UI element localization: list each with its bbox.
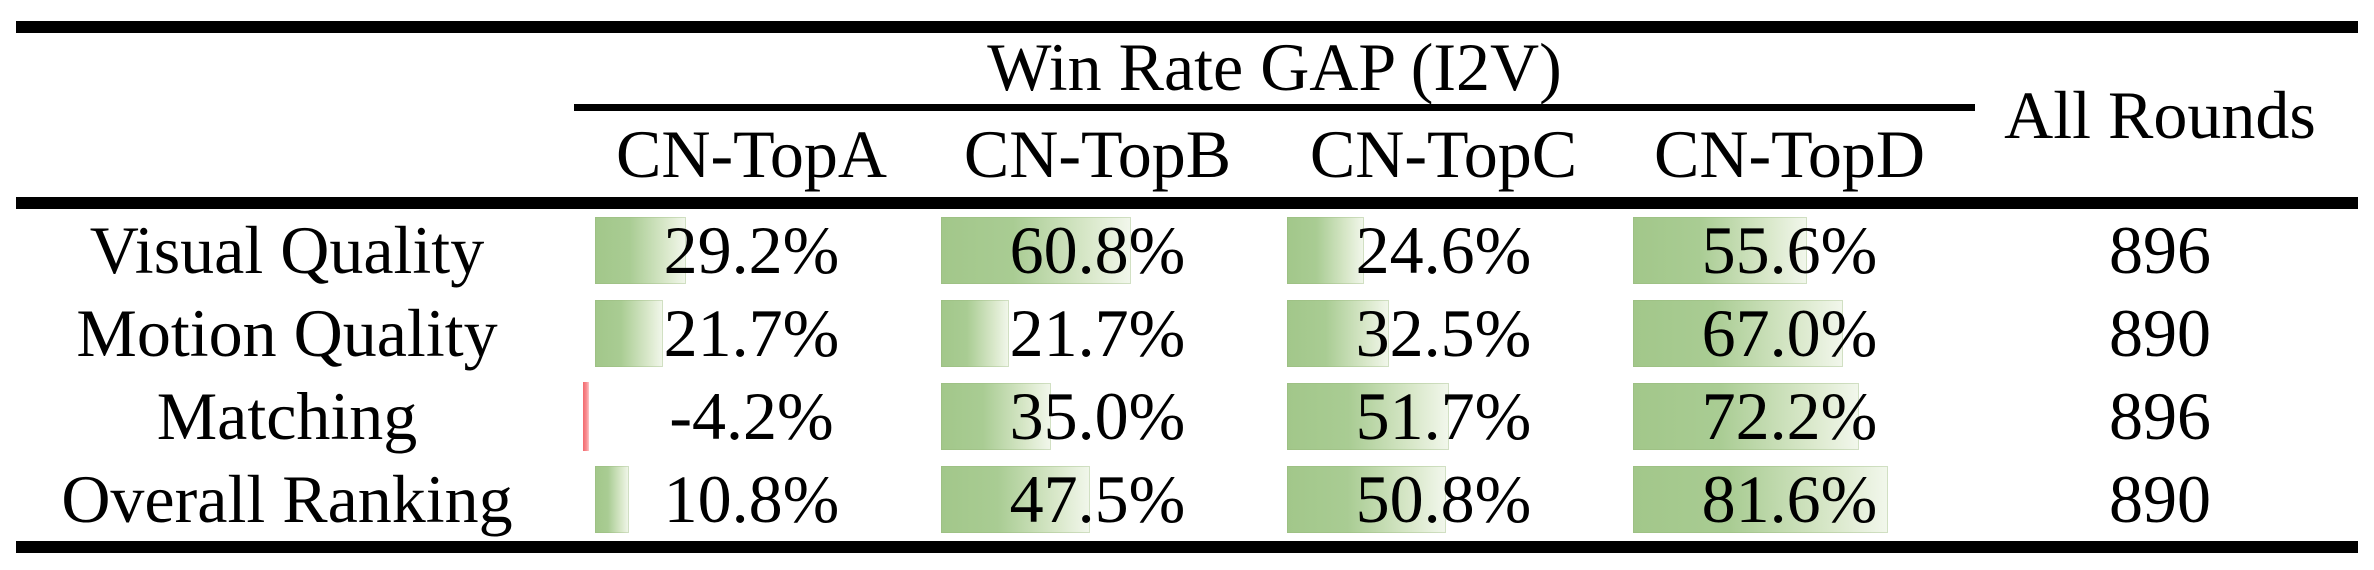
data-cell: 81.6% <box>1633 458 1946 541</box>
win-rate-value: 55.6% <box>1701 212 1878 288</box>
data-cell: 60.8% <box>941 209 1254 292</box>
win-rate-value: 50.8% <box>1355 461 1532 537</box>
data-cell: 32.5% <box>1287 292 1600 375</box>
win-rate-bar-negative <box>583 382 589 451</box>
table-top-rule <box>16 21 2358 33</box>
win-rate-bar <box>1633 466 1889 533</box>
data-cell: 35.0% <box>941 375 1254 458</box>
win-rate-value: 72.2% <box>1701 378 1878 454</box>
all-rounds-value: 890 <box>2109 295 2211 371</box>
data-cell: 47.5% <box>941 458 1254 541</box>
win-rate-value: 47.5% <box>1009 461 1186 537</box>
all-rounds-value: 896 <box>2109 212 2211 288</box>
data-cell: 67.0% <box>1633 292 1946 375</box>
data-cell: 10.8% <box>595 458 908 541</box>
win-rate-value: 67.0% <box>1701 295 1878 371</box>
all-rounds-value: 896 <box>2109 378 2211 454</box>
win-rate-value: 60.8% <box>1009 212 1186 288</box>
data-cell: 29.2% <box>595 209 908 292</box>
win-rate-value: 81.6% <box>1701 461 1878 537</box>
win-rate-value: 51.7% <box>1355 378 1532 454</box>
win-rate-value: 29.2% <box>663 212 840 288</box>
column-header-cn-topa: CN-TopA <box>615 116 887 192</box>
column-header-all-rounds: All Rounds <box>2004 76 2316 153</box>
win-rate-bar <box>1287 466 1446 533</box>
row-label-matching: Matching <box>156 378 418 454</box>
data-cell: 21.7% <box>941 292 1254 375</box>
win-rate-bar <box>941 466 1090 533</box>
win-rate-bar <box>595 300 663 367</box>
win-rate-value: 21.7% <box>1009 295 1186 371</box>
win-rate-value: 32.5% <box>1355 295 1532 371</box>
row-label-overall-ranking: Overall Ranking <box>61 461 513 537</box>
data-cell: 72.2% <box>1633 375 1946 458</box>
win-rate-bar <box>595 466 629 533</box>
data-cell: 24.6% <box>1287 209 1600 292</box>
all-rounds-value: 890 <box>2109 461 2211 537</box>
win-rate-bar <box>1287 300 1389 367</box>
win-rate-value: 10.8% <box>663 461 840 537</box>
table-bottom-rule <box>16 541 2358 553</box>
data-cell: -4.2% <box>583 375 908 458</box>
win-rate-bar <box>1633 300 1843 367</box>
row-label-motion-quality: Motion Quality <box>76 295 498 371</box>
win-rate-bar <box>1287 383 1449 450</box>
win-rate-bar <box>941 383 1051 450</box>
header-bottom-rule <box>16 197 2358 209</box>
win-rate-value: 35.0% <box>1009 378 1186 454</box>
win-rate-value: 21.7% <box>663 295 840 371</box>
table-title: Win Rate GAP (I2V) <box>987 29 1562 105</box>
win-rate-bar <box>1633 383 1859 450</box>
win-rate-bar <box>941 300 1009 367</box>
row-label-visual-quality: Visual Quality <box>89 212 485 288</box>
win-rate-bar <box>1287 217 1364 284</box>
column-header-cn-topc: CN-TopC <box>1309 116 1578 192</box>
win-rate-bar <box>941 217 1132 284</box>
data-cell: 21.7% <box>595 292 908 375</box>
column-header-cn-topd: CN-TopD <box>1653 116 1925 192</box>
win-rate-value: -4.2% <box>669 378 834 454</box>
column-header-cn-topb: CN-TopB <box>963 116 1232 192</box>
header-group-rule <box>574 104 1975 111</box>
data-cell: 51.7% <box>1287 375 1600 458</box>
win-rate-bar <box>1633 217 1808 284</box>
win-rate-bar <box>595 217 687 284</box>
data-cell: 55.6% <box>1633 209 1946 292</box>
win-rate-value: 24.6% <box>1355 212 1532 288</box>
data-cell: 50.8% <box>1287 458 1600 541</box>
